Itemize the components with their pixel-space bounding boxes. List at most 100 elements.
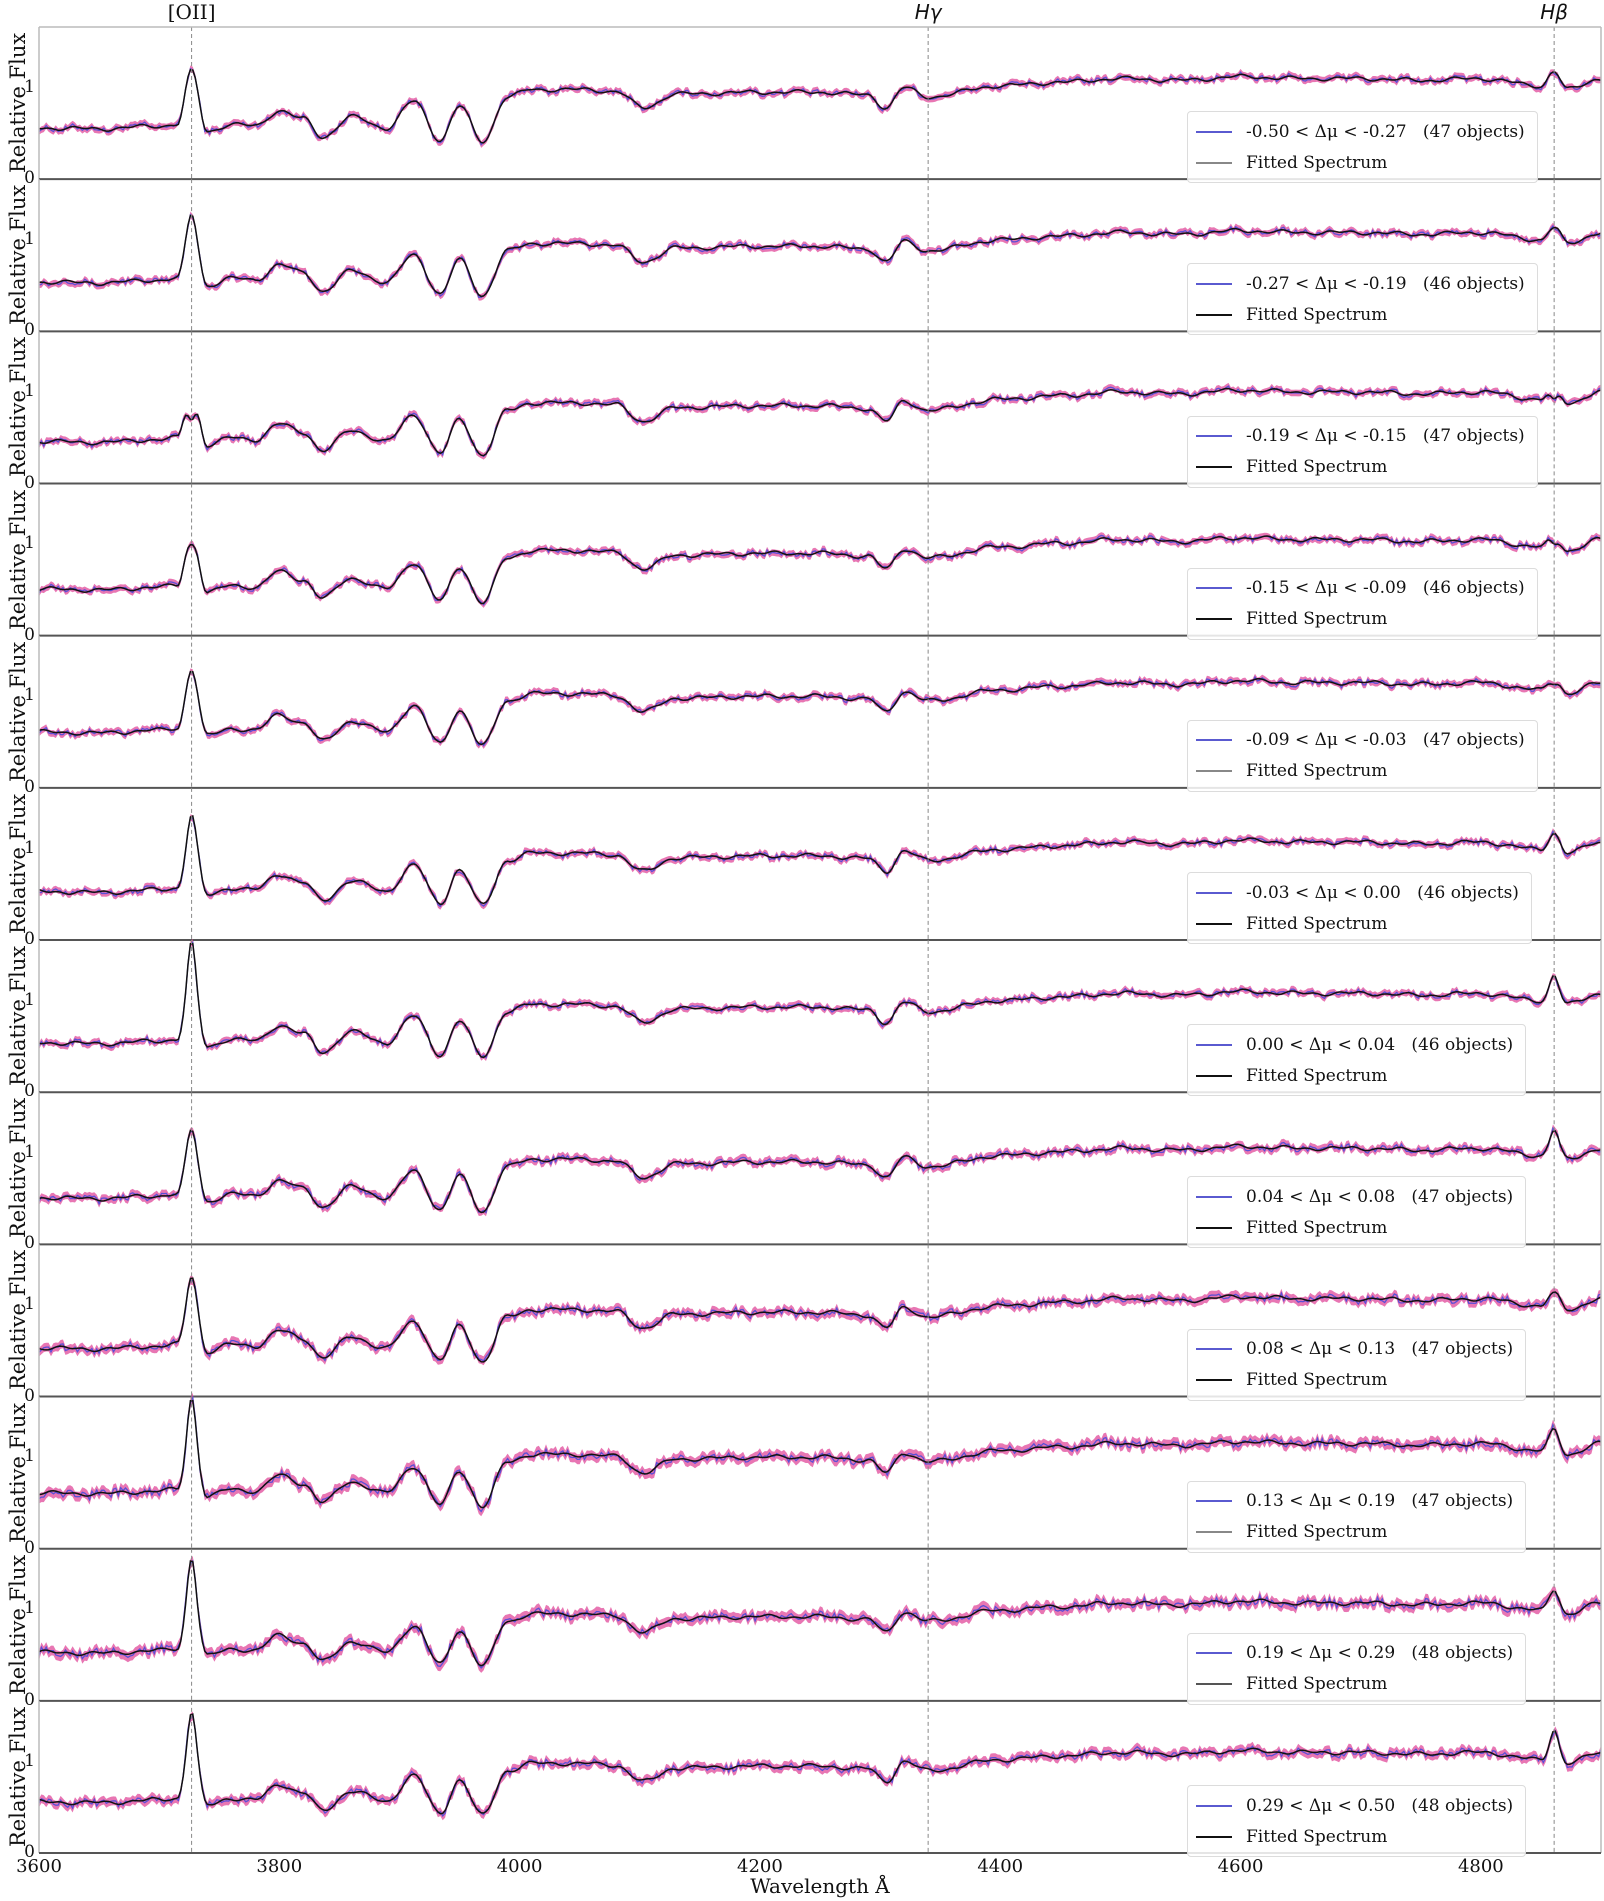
legend-spacer	[1395, 1796, 1411, 1816]
fitted-spectrum-line	[38, 942, 1602, 1059]
legend-count: (47 objects)	[1422, 730, 1525, 751]
observed-line-swatch-icon	[1196, 1804, 1232, 1807]
y-axis-label: Relative Flux	[6, 32, 30, 174]
fitted-line-swatch-icon	[1196, 1683, 1232, 1686]
observed-spectrum-line	[38, 670, 1601, 747]
legend-count: (46 objects)	[1422, 273, 1525, 294]
y-axis-label: Relative Flux	[6, 945, 30, 1087]
fitted-spectrum-line	[38, 1399, 1602, 1509]
legend-count: (48 objects)	[1411, 1643, 1514, 1664]
legend-count: (47 objects)	[1422, 426, 1525, 446]
line-marker-label: Hβ	[1540, 0, 1569, 24]
legend-spacer	[1407, 426, 1423, 446]
panel-legend: -0.03 < Δμ < 0.00 (46 objects) Fitted Spe…	[1187, 872, 1532, 945]
y-tick-label: 1	[24, 1446, 35, 1467]
legend-entry-observed: -0.15 < Δμ < -0.09 (46 objects)	[1196, 573, 1525, 604]
legend-spacer	[1395, 1339, 1411, 1359]
fitted-line-swatch-icon	[1196, 1226, 1232, 1229]
y-axis-label: Relative Flux	[6, 1554, 30, 1695]
observed-line-swatch-icon	[1196, 1043, 1232, 1046]
legend-count: (46 objects)	[1411, 1034, 1514, 1055]
y-axis-label: Relative Flux	[6, 1402, 30, 1543]
error-band	[39, 1124, 1601, 1217]
panel-legend: -0.15 < Δμ < -0.09 (46 objects) Fitted Sp…	[1187, 567, 1538, 640]
legend-fitted-label: Fitted Spectrum	[1246, 1522, 1388, 1543]
legend-entry-observed: -0.09 < Δμ < -0.03 (47 objects)	[1196, 725, 1525, 756]
panel-legend: 0.29 < Δμ < 0.50 (48 objects) Fitted Spec…	[1187, 1785, 1527, 1858]
x-tick-label: 3800	[256, 1856, 303, 1877]
x-tick-label: 4200	[737, 1856, 783, 1877]
legend-entry-observed: -0.27 < Δμ < -0.19 (46 objects)	[1196, 268, 1525, 299]
legend-fitted-label: Fitted Spectrum	[1246, 913, 1388, 934]
legend-spacer	[1395, 1035, 1411, 1055]
legend-entry-observed: 0.29 < Δμ < 0.50 (48 objects)	[1196, 1790, 1513, 1821]
y-tick-label: 1	[24, 1750, 35, 1771]
fitted-spectrum-line	[38, 535, 1602, 605]
fitted-spectrum-line	[38, 1560, 1602, 1667]
legend-entry-fitted: Fitted Spectrum	[1196, 1365, 1513, 1396]
legend-entry-observed: -0.50 < Δμ < -0.27 (47 objects)	[1196, 116, 1525, 147]
legend-count: (47 objects)	[1422, 121, 1525, 142]
y-tick-label: 0	[24, 1081, 35, 1102]
y-tick-label: 0	[24, 1689, 35, 1710]
x-tick-label: 4800	[1457, 1856, 1504, 1877]
legend-fitted-label: Fitted Spectrum	[1246, 304, 1388, 325]
y-axis-label: Relative Flux	[6, 337, 30, 478]
fitted-spectrum-line	[38, 814, 1602, 906]
legend-fitted-label: Fitted Spectrum	[1246, 1826, 1388, 1847]
legend-range: 0.29 < Δμ < 0.50	[1246, 1795, 1396, 1816]
legend-range: -0.03 < Δμ < 0.00	[1246, 882, 1401, 903]
y-axis-label: Relative Flux	[6, 1250, 30, 1391]
x-tick-label: 4600	[1217, 1856, 1264, 1877]
panel-legend: -0.19 < Δμ < -0.15 (47 objects) Fitted Sp…	[1187, 415, 1538, 488]
legend-entry-observed: 0.19 < Δμ < 0.29 (48 objects)	[1196, 1638, 1513, 1669]
observed-line-swatch-icon	[1196, 1195, 1232, 1198]
legend-range: 0.00 < Δμ < 0.04	[1246, 1034, 1396, 1055]
legend-entry-observed: 0.13 < Δμ < 0.19 (47 objects)	[1196, 1486, 1513, 1517]
legend-entry-fitted: Fitted Spectrum	[1196, 147, 1525, 178]
legend-fitted-label: Fitted Spectrum	[1246, 457, 1388, 477]
error-band	[39, 814, 1601, 910]
y-tick-label: 1	[24, 76, 35, 97]
y-tick-label: 1	[24, 228, 35, 249]
legend-range: 0.04 < Δμ < 0.08	[1246, 1186, 1396, 1207]
x-tick-label: 3600	[16, 1856, 62, 1877]
fitted-spectrum-line	[38, 1713, 1602, 1815]
legend-count: (47 objects)	[1411, 1186, 1514, 1207]
panel-legend: 0.08 < Δμ < 0.13 (47 objects) Fitted Spec…	[1187, 1328, 1527, 1401]
legend-fitted-label: Fitted Spectrum	[1246, 761, 1388, 782]
spectrum-panel	[38, 1700, 1602, 1855]
fitted-spectrum-line	[38, 68, 1602, 144]
error-band	[39, 532, 1601, 608]
legend-range: -0.19 < Δμ < -0.15	[1246, 426, 1407, 446]
panel-legend: 0.13 < Δμ < 0.19 (47 objects) Fitted Spec…	[1187, 1480, 1527, 1553]
fitted-line-swatch-icon	[1196, 1074, 1232, 1077]
legend-spacer	[1407, 274, 1423, 294]
y-tick-label: 1	[24, 533, 35, 554]
fitted-line-swatch-icon	[1196, 313, 1232, 316]
legend-entry-fitted: Fitted Spectrum	[1196, 1669, 1513, 1700]
observed-line-swatch-icon	[1196, 587, 1232, 590]
legend-fitted-label: Fitted Spectrum	[1246, 152, 1388, 173]
legend-count: (46 objects)	[1422, 578, 1525, 599]
fitted-line-swatch-icon	[1196, 466, 1232, 468]
fitted-spectrum-line	[38, 214, 1602, 298]
legend-fitted-label: Fitted Spectrum	[1246, 1217, 1388, 1238]
observed-spectrum-line	[38, 1559, 1602, 1669]
x-tick-label: 4000	[496, 1856, 543, 1877]
legend-entry-fitted: Fitted Spectrum	[1196, 1060, 1513, 1091]
legend-entry-observed: 0.04 < Δμ < 0.08 (47 objects)	[1196, 1181, 1513, 1212]
legend-spacer	[1407, 730, 1423, 750]
panel-legend: -0.50 < Δμ < -0.27 (47 objects) Fitted Sp…	[1187, 111, 1538, 184]
legend-count: (46 objects)	[1417, 882, 1519, 903]
observed-line-swatch-icon	[1196, 1348, 1232, 1351]
legend-spacer	[1407, 578, 1423, 598]
legend-range: 0.19 < Δμ < 0.29	[1246, 1643, 1396, 1664]
legend-range: 0.13 < Δμ < 0.19	[1246, 1491, 1396, 1512]
legend-fitted-label: Fitted Spectrum	[1246, 1674, 1388, 1695]
legend-range: 0.08 < Δμ < 0.13	[1246, 1339, 1396, 1360]
legend-entry-fitted: Fitted Spectrum	[1196, 908, 1519, 939]
legend-entry-observed: 0.00 < Δμ < 0.04 (46 objects)	[1196, 1029, 1513, 1060]
legend-fitted-label: Fitted Spectrum	[1246, 1370, 1388, 1391]
y-tick-label: 0	[24, 320, 35, 341]
